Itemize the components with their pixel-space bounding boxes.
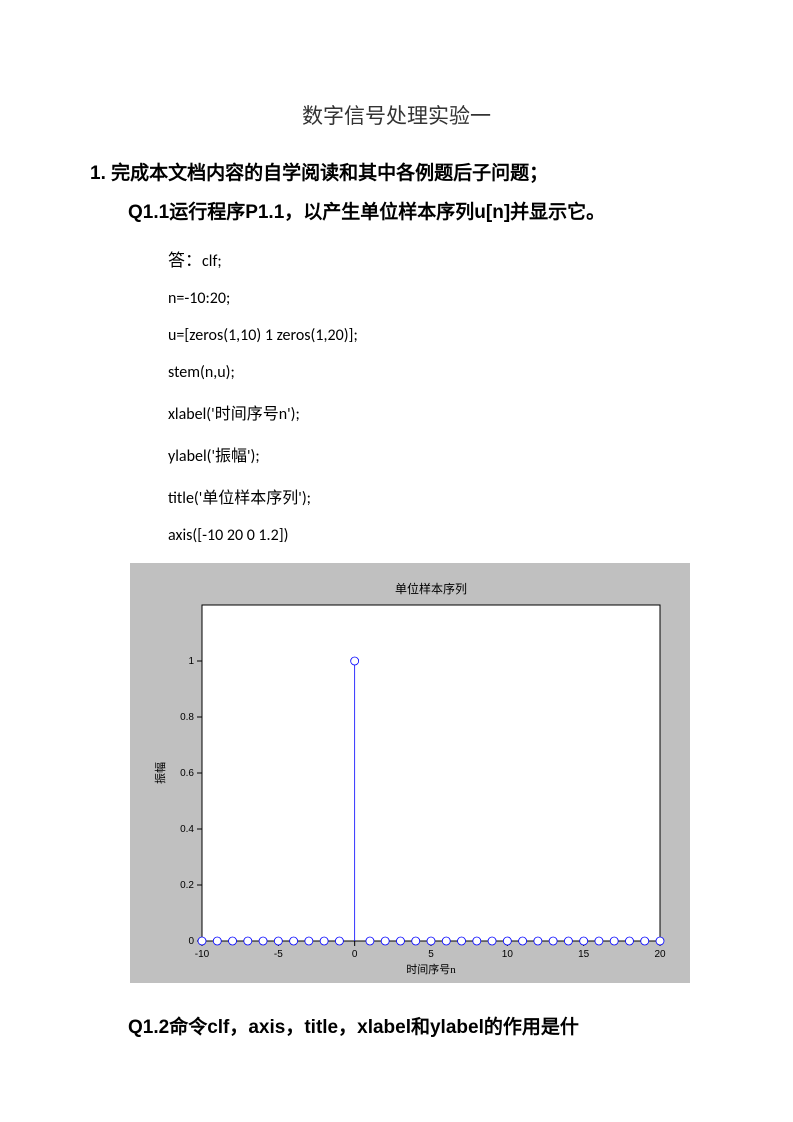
code-7: axis([-10 20 0 1.2]) xyxy=(168,526,703,545)
svg-text:时间序号n: 时间序号n xyxy=(406,962,456,976)
question-1-1: Q1.1运行程序P1.1，以产生单位样本序列u[n]并显示它。 xyxy=(128,197,703,224)
svg-text:0.4: 0.4 xyxy=(180,824,194,835)
svg-text:10: 10 xyxy=(502,949,514,960)
answer-line-0: 答：clf; xyxy=(168,246,703,271)
svg-text:-10: -10 xyxy=(195,949,210,960)
answer-prefix: 答： xyxy=(168,251,202,270)
svg-text:15: 15 xyxy=(578,949,590,960)
svg-text:单位样本序列: 单位样本序列 xyxy=(395,581,467,596)
svg-text:-5: -5 xyxy=(274,949,283,960)
code-1: n=-10:20; xyxy=(168,289,703,308)
svg-text:0.2: 0.2 xyxy=(180,880,194,891)
svg-text:振幅: 振幅 xyxy=(153,762,167,784)
question-1-2: Q1.2命令clf，axis，title，xlabel和ylabel的作用是什 xyxy=(128,1012,703,1039)
code-2: u=[zeros(1,10) 1 zeros(1,20)]; xyxy=(168,326,703,345)
code-4: xlabel('时间序号n'); xyxy=(168,400,703,424)
svg-text:0: 0 xyxy=(188,936,194,947)
code-0: clf; xyxy=(202,252,222,271)
svg-text:20: 20 xyxy=(654,949,666,960)
svg-text:5: 5 xyxy=(428,949,434,960)
chart-figure: -10 -5 0 5 10 15 20 0 0.2 0.4 0.6 0.8 1 单位样本序列时间序号n 振幅 xyxy=(130,563,703,988)
code-3: stem(n,u); xyxy=(168,363,703,382)
stem-chart-svg: -10 -5 0 5 10 15 20 0 0.2 0.4 0.6 0.8 1 单位样本序列时间序号n 振幅 xyxy=(130,563,690,983)
section-1: 1. 完成本文档内容的自学阅读和其中各例题后子问题； xyxy=(90,158,703,185)
svg-text:0.6: 0.6 xyxy=(180,768,194,779)
page-title: 数字信号处理实验一 xyxy=(90,100,703,130)
svg-text:0: 0 xyxy=(352,949,358,960)
svg-text:1: 1 xyxy=(188,656,194,667)
code-6: title('单位样本序列'); xyxy=(168,484,703,508)
code-5: ylabel('振幅'); xyxy=(168,442,703,466)
svg-text:0.8: 0.8 xyxy=(180,712,194,723)
